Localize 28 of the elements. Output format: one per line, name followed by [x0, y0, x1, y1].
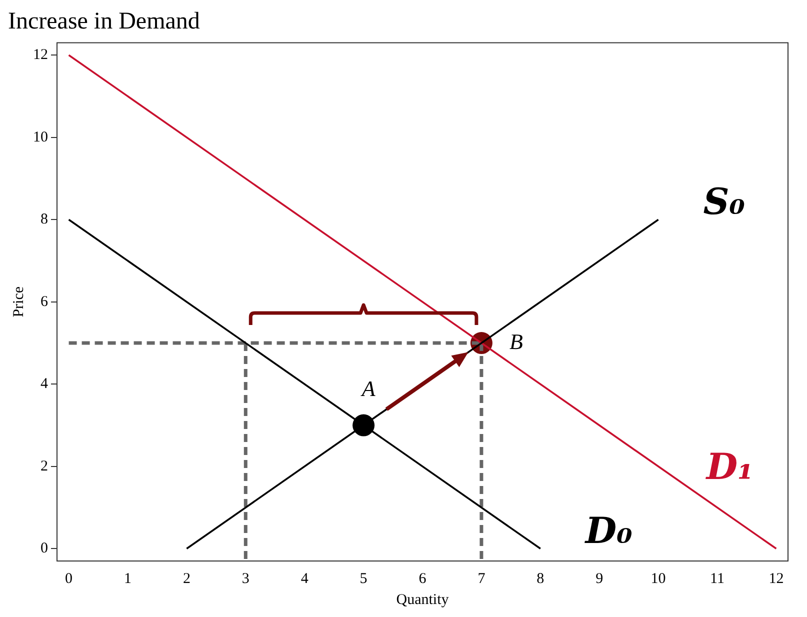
x-tick-label: 12 [768, 570, 784, 587]
x-tick-label: 6 [418, 570, 427, 587]
chart-title: Increase in Demand [8, 8, 200, 35]
annotation: A [360, 376, 376, 402]
x-tick-label: 1 [124, 570, 132, 587]
y-tick-label: 2 [40, 458, 48, 474]
annotation: B [509, 328, 523, 354]
y-tick-label: 12 [33, 47, 48, 64]
x-tick-label: 7 [478, 570, 486, 587]
y-axis-title: Price [10, 286, 27, 318]
y-tick-label: 0 [40, 540, 48, 557]
x-tick-label: 2 [182, 570, 190, 587]
y-tick-label: 8 [40, 212, 48, 228]
y-tick-label: 4 [40, 376, 48, 392]
x-tick-label: 11 [710, 570, 724, 587]
series-label: S₀ [703, 181, 746, 224]
x-tick-label: 3 [242, 570, 250, 587]
series-label: D₁ [705, 446, 754, 488]
series-label: D₀ [584, 510, 633, 552]
x-tick-label: 8 [536, 570, 544, 587]
x-tick-label: 9 [596, 570, 604, 587]
y-tick-label: 6 [40, 294, 48, 310]
x-tick-label: 4 [300, 570, 309, 587]
x-tick-label: 10 [650, 570, 666, 587]
y-tick-label: 10 [33, 129, 48, 146]
x-axis-title: Quantity [396, 592, 450, 608]
x-tick-label: 5 [360, 570, 368, 587]
x-tick-label: 0 [65, 570, 73, 587]
